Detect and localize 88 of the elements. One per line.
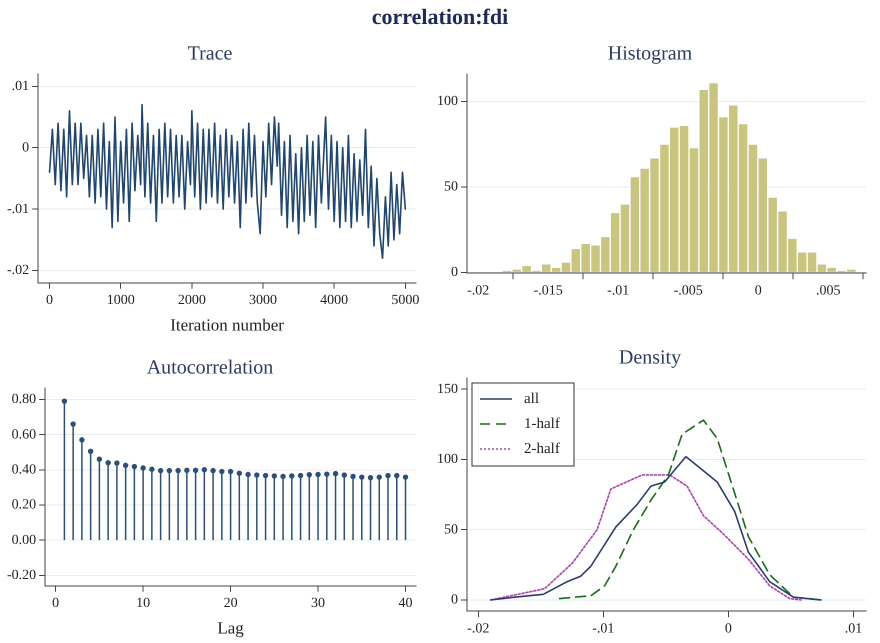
point bbox=[245, 472, 251, 478]
point bbox=[402, 474, 408, 480]
point bbox=[350, 474, 356, 480]
point bbox=[385, 472, 391, 478]
y-tick-label: -0.20 bbox=[6, 568, 36, 583]
point bbox=[132, 464, 138, 470]
y-tick-label: 0.60 bbox=[12, 427, 36, 442]
y-tick-label: 0.00 bbox=[12, 532, 36, 548]
point bbox=[272, 473, 278, 479]
x-tick-label: -.01 bbox=[607, 283, 630, 298]
point bbox=[114, 460, 120, 466]
chart-title: Histogram bbox=[608, 42, 693, 64]
x-tick-label: -.005 bbox=[674, 283, 703, 298]
point bbox=[105, 460, 111, 466]
y-tick-label: 100 bbox=[437, 94, 458, 110]
point bbox=[122, 462, 128, 468]
x-tick-label: 0 bbox=[46, 292, 54, 308]
point bbox=[368, 474, 374, 480]
x-tick-label: 5000 bbox=[391, 292, 420, 308]
x-axis-title: Iteration number bbox=[170, 315, 284, 334]
point bbox=[175, 468, 181, 474]
y-tick-label: 50 bbox=[444, 180, 458, 195]
point bbox=[166, 468, 172, 474]
x-tick-label: 4000 bbox=[320, 292, 348, 308]
y-tick-label: 50 bbox=[444, 522, 458, 538]
x-axis-title: Lag bbox=[217, 618, 244, 638]
legend-label: 2-half bbox=[524, 440, 560, 457]
point bbox=[192, 468, 198, 473]
point bbox=[342, 472, 347, 478]
point bbox=[298, 472, 304, 478]
point bbox=[262, 472, 268, 478]
point bbox=[79, 437, 85, 443]
point bbox=[315, 472, 321, 478]
x-tick-label: 3000 bbox=[249, 292, 278, 308]
legend-label: 1-half bbox=[524, 416, 560, 432]
line-series bbox=[490, 474, 802, 601]
y-tick-label: 0 bbox=[451, 265, 458, 280]
x-tick-label: -.02 bbox=[467, 621, 490, 636]
x-tick-label: 0 bbox=[52, 596, 60, 611]
x-tick-label: -.02 bbox=[467, 283, 490, 298]
chart-title: Autocorrelation bbox=[146, 356, 274, 378]
y-tick-label: 100 bbox=[437, 452, 458, 468]
point bbox=[96, 456, 102, 462]
y-tick-label: .01 bbox=[12, 78, 30, 94]
x-tick-label: 40 bbox=[398, 596, 413, 611]
point bbox=[306, 472, 312, 478]
point bbox=[359, 474, 364, 480]
y-tick-label: 0.40 bbox=[12, 462, 36, 478]
point bbox=[394, 472, 400, 478]
x-tick-label: 30 bbox=[311, 596, 326, 611]
x-tick-label: 0 bbox=[724, 621, 732, 636]
x-tick-label: 2000 bbox=[178, 292, 206, 308]
point bbox=[236, 470, 242, 476]
x-tick-label: 20 bbox=[224, 596, 238, 611]
point bbox=[376, 474, 382, 480]
point bbox=[140, 465, 146, 471]
point bbox=[88, 448, 94, 454]
point bbox=[158, 468, 164, 474]
x-tick-label: 10 bbox=[136, 596, 150, 611]
y-tick-label: 150 bbox=[437, 382, 458, 397]
point bbox=[219, 468, 225, 474]
text: correlation:fdi bbox=[370, 4, 510, 30]
point bbox=[184, 468, 190, 473]
point bbox=[62, 398, 68, 404]
x-tick-label: -.015 bbox=[534, 283, 563, 298]
chart-title: Density bbox=[618, 346, 682, 368]
point bbox=[202, 467, 208, 472]
x-tick-label: 0 bbox=[754, 283, 762, 298]
legend-label: all bbox=[524, 390, 539, 407]
x-tick-label: .01 bbox=[844, 621, 862, 636]
point bbox=[332, 470, 338, 476]
point bbox=[228, 468, 234, 474]
y-tick-label: 0 bbox=[22, 140, 30, 156]
point bbox=[254, 472, 260, 478]
point bbox=[70, 421, 76, 427]
x-tick-label: .005 bbox=[816, 283, 840, 298]
point bbox=[210, 468, 216, 474]
y-tick-label: 0.20 bbox=[12, 498, 36, 513]
y-tick-label: -.01 bbox=[6, 202, 30, 217]
x-tick-label: 1000 bbox=[106, 292, 135, 308]
x-tick-label: -.01 bbox=[592, 621, 614, 636]
point bbox=[289, 473, 295, 479]
chart-title: Trace bbox=[188, 42, 233, 64]
y-tick-label: 0.80 bbox=[12, 392, 36, 408]
point bbox=[280, 474, 286, 480]
point bbox=[149, 466, 155, 472]
point bbox=[324, 471, 330, 477]
y-tick-label: -.02 bbox=[6, 263, 30, 278]
